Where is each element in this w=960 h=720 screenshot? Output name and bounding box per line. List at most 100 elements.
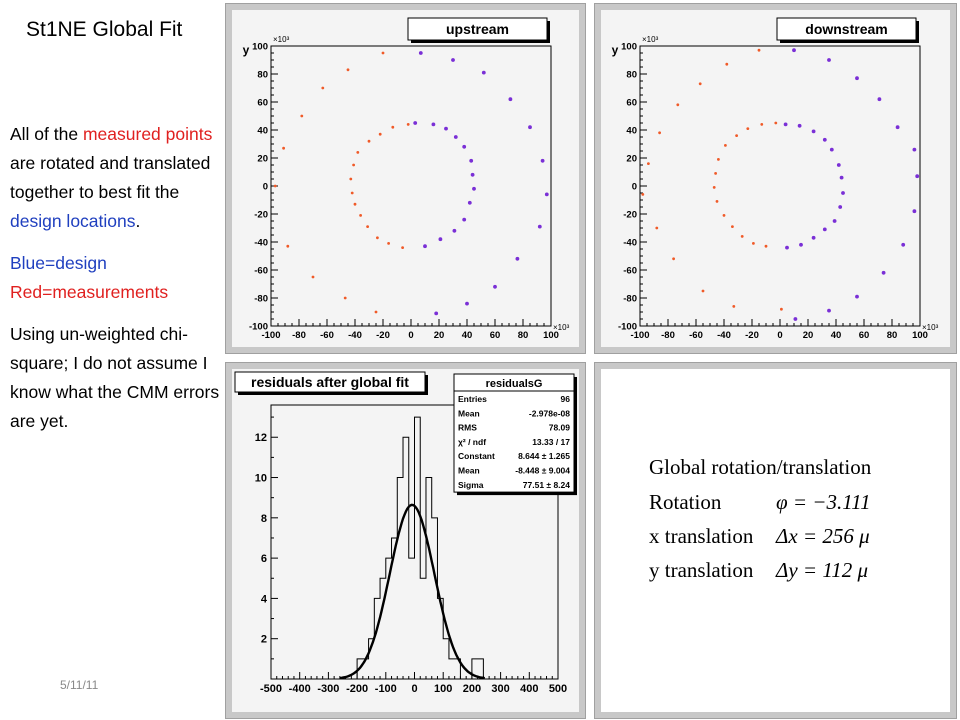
x-tick-label: 300 bbox=[491, 683, 509, 695]
formula-title: Global rotation/translation bbox=[649, 455, 872, 479]
design-point bbox=[444, 126, 448, 131]
measurement-point bbox=[300, 114, 304, 118]
design-point bbox=[462, 217, 467, 222]
stats-value: 77.51 ± 8.24 bbox=[523, 480, 570, 490]
y-tick-label: 0 bbox=[263, 182, 268, 193]
design-point bbox=[797, 123, 802, 128]
measurement-point bbox=[676, 103, 680, 107]
slide-title: St1NE Global Fit bbox=[26, 18, 183, 41]
x-axis-label: x bbox=[542, 345, 549, 347]
y-tick-label: -40 bbox=[623, 238, 637, 249]
y-tick-label: 40 bbox=[626, 126, 637, 137]
design-point bbox=[811, 129, 816, 134]
measurement-point bbox=[714, 172, 717, 175]
stats-value: 78.09 bbox=[549, 423, 571, 433]
x-tick-label: -80 bbox=[292, 330, 306, 341]
measurement-point bbox=[746, 127, 750, 130]
y-tick-label: -60 bbox=[623, 266, 637, 277]
x-tick-label: -500 bbox=[260, 683, 282, 695]
measurement-point bbox=[352, 163, 355, 167]
chart-title: residuals after global fit bbox=[251, 374, 409, 390]
measurement-point bbox=[641, 193, 645, 196]
y-tick-label: 40 bbox=[257, 126, 268, 137]
y-axis-label: y bbox=[612, 43, 619, 57]
x-tick-label: -60 bbox=[320, 330, 334, 341]
measurement-point bbox=[701, 289, 705, 293]
color-legend: Blue=design Red=measurements bbox=[10, 249, 220, 307]
legend-red: Red=measurements bbox=[10, 282, 169, 302]
plot-frame bbox=[639, 45, 921, 327]
measurement-point bbox=[367, 139, 371, 143]
measurement-point bbox=[286, 244, 290, 248]
upstream-scatter-chart: -100 -80 -60 -40 -20 0 20 40 60 80 100 -100 -80 -60 -4… bbox=[243, 17, 570, 359]
x-tick-label: -100 bbox=[261, 330, 280, 341]
design-point bbox=[912, 147, 917, 152]
y-tick-label: 20 bbox=[626, 154, 637, 165]
measurement-point bbox=[343, 296, 347, 300]
x-translation-label: x translation bbox=[649, 524, 754, 548]
x-tick-label: 60 bbox=[490, 330, 501, 341]
measurement-point bbox=[655, 226, 659, 230]
x-tick-label: 40 bbox=[831, 330, 842, 341]
measurement-point bbox=[381, 51, 385, 55]
residuals-panel: -500 -400 -300 -200 -100 0 100 200 300 400 500 2 4 6 8… bbox=[225, 362, 586, 719]
x-tick-label: 0 bbox=[777, 330, 782, 341]
stats-box-title: residualsG bbox=[486, 378, 543, 390]
design-point bbox=[855, 294, 859, 299]
design-point bbox=[822, 137, 827, 142]
design-point bbox=[544, 192, 549, 197]
measurement-point bbox=[406, 123, 410, 126]
legend-blue: Blue=design bbox=[10, 253, 107, 273]
x-exponent: ×10³ bbox=[922, 323, 939, 332]
stats-label: Mean bbox=[458, 408, 480, 418]
stats-value: 13.33 / 17 bbox=[532, 437, 570, 447]
measurement-point bbox=[731, 225, 734, 229]
design-point bbox=[537, 224, 542, 229]
design-point bbox=[912, 209, 917, 214]
stats-value: 96 bbox=[561, 394, 571, 404]
design-point bbox=[799, 242, 803, 247]
design-point bbox=[877, 97, 882, 102]
rotation-value: φ = −3.111 bbox=[776, 490, 871, 514]
design-point bbox=[829, 147, 834, 152]
measurement-point bbox=[387, 242, 390, 245]
measurement-point bbox=[757, 48, 761, 52]
measurement-point bbox=[760, 123, 764, 126]
design-point bbox=[838, 205, 843, 209]
measurement-point bbox=[376, 236, 379, 240]
x-exponent: ×10³ bbox=[553, 323, 570, 332]
design-point bbox=[881, 270, 886, 275]
stats-label: Mean bbox=[458, 466, 480, 476]
measurement-point bbox=[735, 134, 738, 137]
stats-label: χ² / ndf bbox=[458, 437, 486, 447]
y-tick-label: 6 bbox=[261, 553, 267, 565]
design-point bbox=[785, 245, 789, 250]
stats-value: -2.978e-08 bbox=[529, 408, 570, 418]
design-point bbox=[832, 219, 837, 223]
y-tick-label: 12 bbox=[255, 432, 267, 444]
design-point bbox=[839, 175, 844, 180]
y-tick-label: 2 bbox=[261, 634, 267, 646]
y-tick-label: 80 bbox=[626, 70, 637, 81]
y-exponent: ×10³ bbox=[273, 35, 290, 44]
design-point bbox=[453, 135, 458, 139]
upstream-panel: -100 -80 -60 -40 -20 0 20 40 60 80 100 -100 -80 -60 -4… bbox=[225, 3, 586, 359]
design-point bbox=[452, 228, 457, 233]
stats-value: 8.644 ± 1.265 bbox=[518, 451, 570, 461]
measurement-point bbox=[282, 146, 285, 150]
measurement-point bbox=[658, 131, 661, 135]
x-tick-label: 20 bbox=[434, 330, 445, 341]
y-tick-label: 20 bbox=[257, 154, 268, 165]
y-tick-label: -40 bbox=[254, 238, 268, 249]
measurement-point bbox=[374, 310, 378, 314]
design-point bbox=[895, 125, 900, 130]
x-tick-label: -20 bbox=[745, 330, 759, 341]
x-tick-label: 60 bbox=[859, 330, 870, 341]
y-tick-label: -100 bbox=[249, 322, 268, 333]
measurement-point bbox=[401, 246, 404, 250]
measurement-point bbox=[391, 125, 395, 129]
measurement-point bbox=[349, 177, 353, 181]
x-tick-label: 500 bbox=[549, 683, 567, 695]
x-tick-label: -60 bbox=[689, 330, 703, 341]
x-tick-label: 20 bbox=[803, 330, 814, 341]
